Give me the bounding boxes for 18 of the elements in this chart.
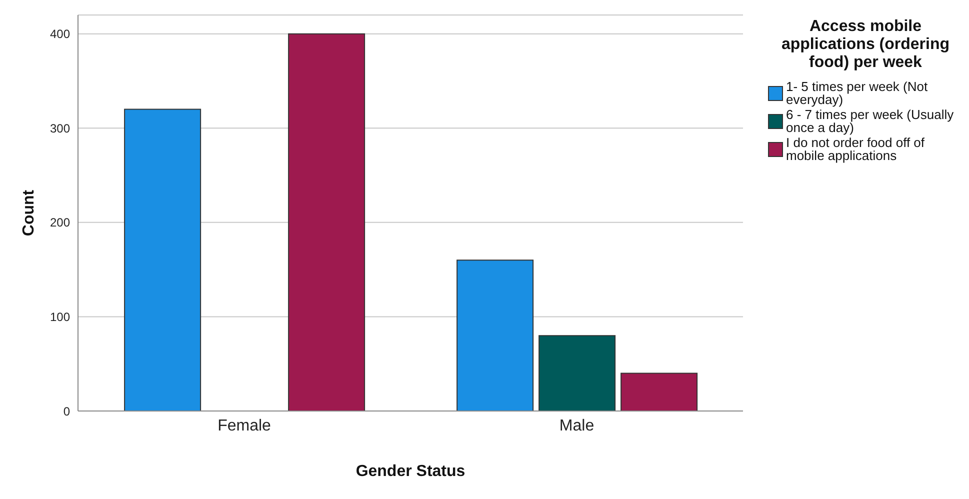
- bar: [124, 108, 202, 411]
- y-tick-label: 0: [63, 404, 70, 418]
- bar: [538, 335, 616, 411]
- y-tick-label: 400: [50, 27, 70, 42]
- legend-label: 1- 5 times per week (Not everyday): [786, 79, 929, 107]
- y-axis-title: Count: [20, 189, 38, 236]
- bar: [288, 33, 366, 411]
- y-tick-label: 300: [50, 121, 70, 136]
- bar: [620, 372, 698, 411]
- x-axis-title: Gender Status: [356, 463, 466, 480]
- legend-title: Access mobile applications (ordering food) per week: [780, 18, 950, 72]
- y-tick-label: 200: [50, 216, 70, 230]
- legend-label: 6 - 7 times per week (Usually once a day): [786, 107, 955, 135]
- x-tick-label: Male: [559, 417, 594, 434]
- x-tick-label: Female: [218, 417, 272, 434]
- legend-label: I do not order food off of mobile applications: [786, 135, 926, 163]
- bar: [456, 260, 534, 411]
- y-tick-label: 100: [50, 310, 70, 324]
